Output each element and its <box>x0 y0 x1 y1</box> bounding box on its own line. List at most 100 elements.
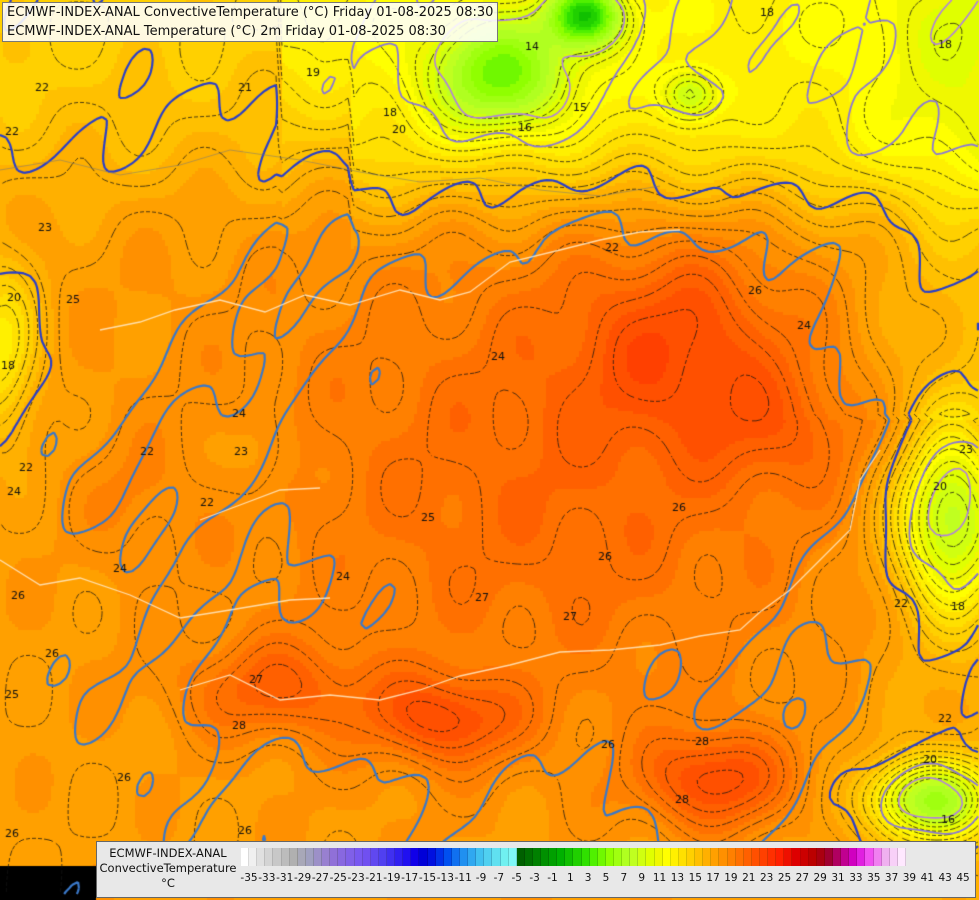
legend-tick-label: 39 <box>902 872 917 884</box>
legend-tick-label: -3 <box>529 872 540 884</box>
legend-tick-label: 3 <box>584 872 592 884</box>
legend-tick-label: -7 <box>493 872 505 884</box>
legend-swatch <box>889 848 898 866</box>
legend-swatch <box>508 848 517 866</box>
legend-swatch <box>646 848 655 866</box>
legend-swatch <box>265 848 274 866</box>
legend-tick-label: 17 <box>706 872 720 884</box>
legend-tick-label: 43 <box>938 872 952 884</box>
legend-tick-label: 13 <box>670 872 685 884</box>
legend-tick-label: -23 <box>347 872 365 884</box>
legend-swatch <box>354 848 363 866</box>
legend-colorbar <box>241 848 906 866</box>
legend-variable: ConvectiveTemperature <box>99 861 237 875</box>
legend-tick-label: 37 <box>884 872 899 884</box>
legend-tick-label: 9 <box>638 872 646 884</box>
legend-tick-label: 7 <box>620 872 628 884</box>
legend-swatch <box>751 848 760 866</box>
legend-swatch <box>670 848 679 866</box>
legend-swatch <box>832 848 842 866</box>
legend-swatch <box>451 848 460 866</box>
legend-swatch <box>614 848 623 866</box>
legend-tick-label: 15 <box>688 872 702 884</box>
legend-swatch <box>841 848 850 866</box>
legend-tick-label: 23 <box>759 872 774 884</box>
legend-swatch <box>808 848 817 866</box>
title-line-temperature: ECMWF-INDEX-ANAL Temperature (°C) 2m Fri… <box>7 24 446 39</box>
legend-tick-label: 27 <box>795 872 810 884</box>
legend-label: ECMWF-INDEX-ANAL ConvectiveTemperature °… <box>97 846 239 891</box>
legend-tick-label: 33 <box>849 872 863 884</box>
legend-swatch <box>703 848 712 866</box>
legend-swatch <box>873 848 882 866</box>
legend-swatch <box>711 848 720 866</box>
legend-swatch <box>330 848 339 866</box>
legend-swatch <box>719 848 728 866</box>
legend-swatch <box>241 848 250 866</box>
legend-tick-label: -11 <box>454 872 472 884</box>
legend-tick-label: 25 <box>777 872 792 884</box>
legend-swatch <box>249 848 258 866</box>
legend-tick-label: -33 <box>258 872 276 884</box>
legend-swatch <box>289 848 298 866</box>
legend-swatch <box>492 848 501 866</box>
legend-swatch <box>403 848 412 866</box>
legend-swatch <box>849 848 858 866</box>
legend-tick-label: -35 <box>240 872 258 884</box>
legend-tick-label: 35 <box>867 872 881 884</box>
legend-swatch <box>476 848 485 866</box>
legend-swatch <box>768 848 777 866</box>
legend-tick-label: -19 <box>383 872 401 884</box>
legend-tick-label: 11 <box>652 872 667 884</box>
legend-swatch <box>305 848 314 866</box>
legend-tick-label: 41 <box>920 872 934 884</box>
legend-swatch <box>468 848 477 866</box>
legend-unit: °C <box>161 876 175 890</box>
legend-swatch <box>760 848 769 866</box>
legend-swatch <box>362 848 371 866</box>
legend-swatch <box>662 848 671 866</box>
legend-swatch <box>743 848 752 866</box>
legend-swatch <box>297 848 306 866</box>
legend-swatch <box>735 848 744 866</box>
legend-swatch <box>370 848 379 866</box>
legend-tick-label: -17 <box>401 872 419 884</box>
legend-tick-label: -29 <box>293 872 312 884</box>
title-line-convective: ECMWF-INDEX-ANAL ConvectiveTemperature (… <box>7 5 494 20</box>
legend-swatch <box>427 848 436 866</box>
legend-swatch <box>516 848 525 866</box>
legend-tick-label: -9 <box>475 872 487 884</box>
legend-swatch <box>459 848 469 866</box>
legend-tick-label: -27 <box>311 872 329 884</box>
legend-swatch <box>597 848 606 866</box>
legend-swatch <box>565 848 574 866</box>
legend-tick-label: 1 <box>566 872 574 884</box>
legend-swatch <box>411 848 420 866</box>
legend-tick-label: 19 <box>724 872 738 884</box>
color-legend: ECMWF-INDEX-ANAL ConvectiveTemperature °… <box>96 841 976 898</box>
map-title: ECMWF-INDEX-ANAL ConvectiveTemperature (… <box>2 2 499 42</box>
legend-swatch <box>581 848 590 866</box>
legend-swatch <box>541 848 550 866</box>
legend-swatch <box>695 848 704 866</box>
legend-swatch <box>500 848 509 866</box>
legend-swatch <box>865 848 874 866</box>
legend-tick-label: -25 <box>329 872 347 884</box>
legend-swatch <box>524 848 533 866</box>
legend-tick-label: -21 <box>365 872 383 884</box>
legend-swatch <box>313 848 323 866</box>
legend-swatch <box>281 848 290 866</box>
legend-tick-label: -31 <box>276 872 294 884</box>
legend-swatch <box>435 848 444 866</box>
legend-swatch <box>727 848 736 866</box>
legend-swatch <box>897 848 906 866</box>
legend-swatch <box>784 848 793 866</box>
legend-swatch <box>824 848 833 866</box>
legend-tick-label: 5 <box>602 872 610 884</box>
legend-swatch <box>687 848 696 866</box>
legend-swatch <box>484 848 493 866</box>
legend-tick-label: 45 <box>956 872 970 884</box>
legend-tick-label: 31 <box>831 872 845 884</box>
legend-tick-label: 21 <box>742 872 756 884</box>
